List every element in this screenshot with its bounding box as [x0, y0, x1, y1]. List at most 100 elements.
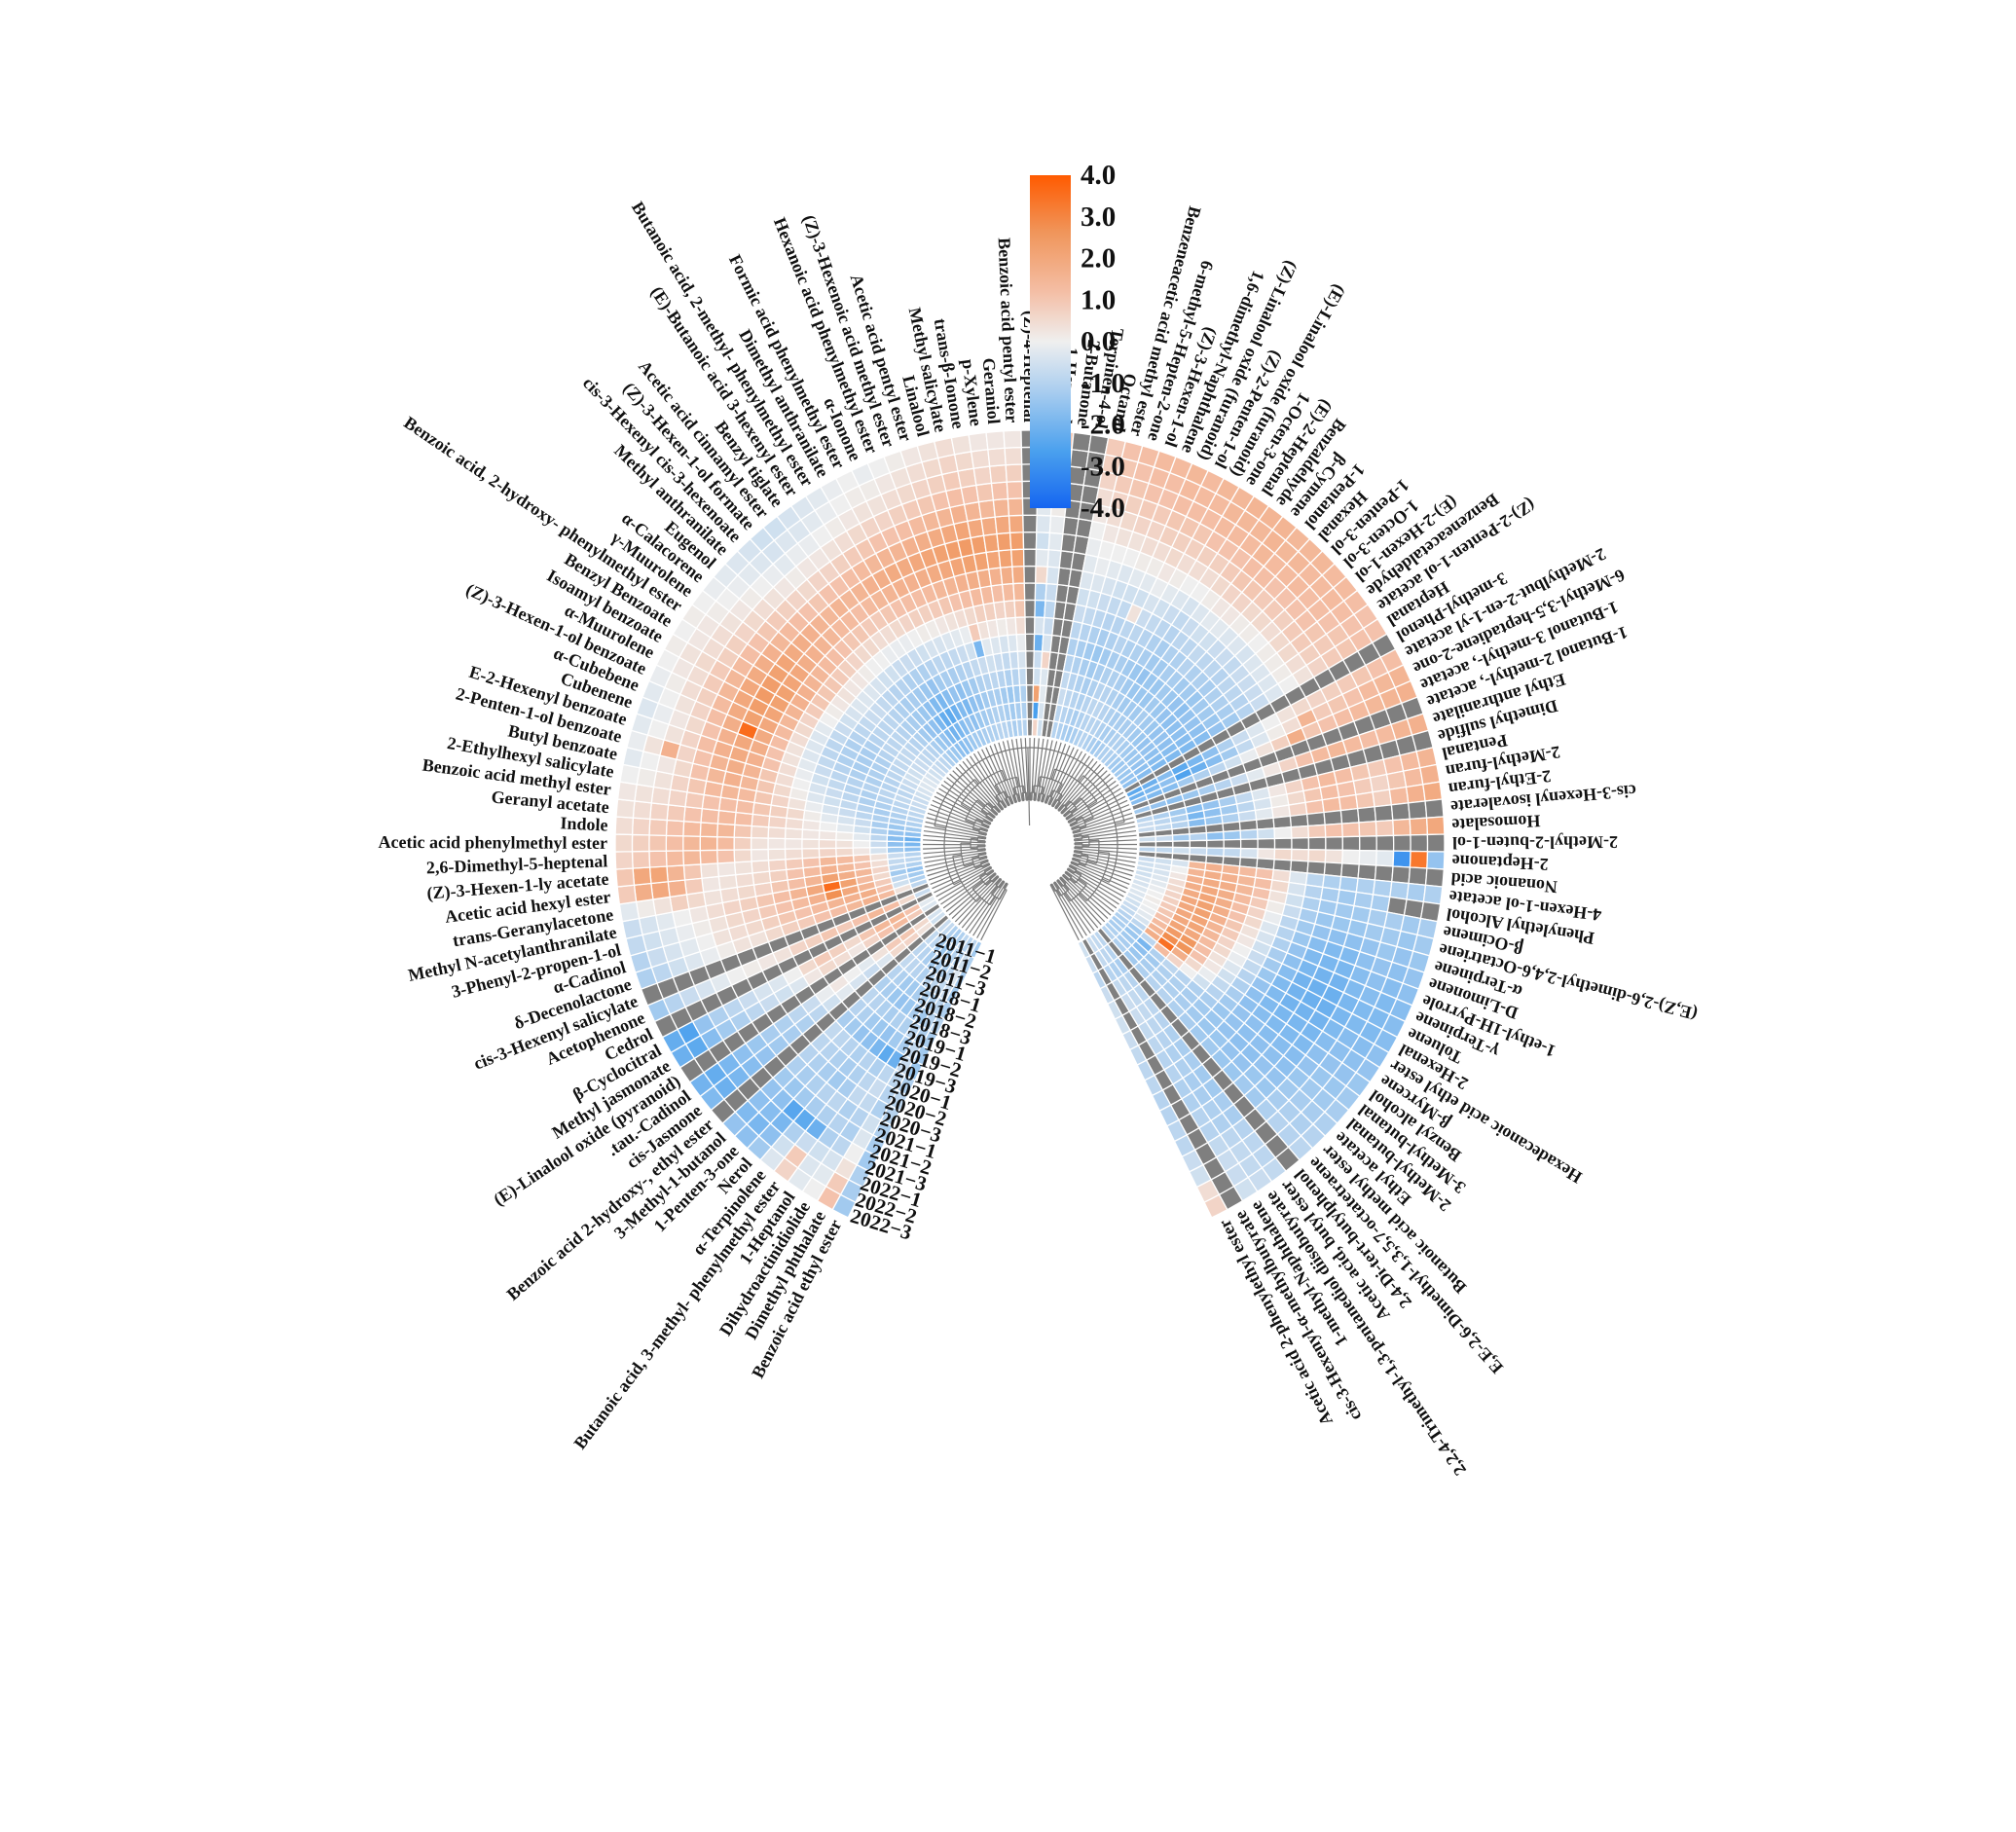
dendrogram-branch: [934, 824, 946, 829]
heatmap-cell: [1000, 566, 1014, 586]
dendrogram-branch: [1075, 870, 1082, 876]
heatmap-cell: [750, 824, 770, 839]
heatmap-cell: [1024, 633, 1036, 652]
dendrogram-branch: [937, 867, 992, 901]
heatmap-cell: [784, 837, 803, 850]
dendrogram-branch: [961, 879, 1003, 929]
heatmap-cell: [1012, 582, 1026, 602]
heatmap-cell: [1007, 497, 1024, 517]
dendrogram-branch: [989, 823, 992, 825]
heatmap-cell: [1189, 839, 1208, 849]
heatmap-cell: [1391, 865, 1411, 885]
dendrogram-branch: [924, 851, 986, 863]
heatmap-cell: [750, 848, 770, 862]
heatmap-cell: [1005, 463, 1023, 483]
heatmap-cell: [665, 834, 684, 852]
dendrogram-branch: [1059, 877, 1102, 926]
dendrogram-branch: [1101, 878, 1110, 883]
heatmap-cell: [733, 849, 752, 863]
dendrogram-branch: [1069, 824, 1072, 827]
dendrogram-branch: [935, 865, 991, 898]
heatmap-cell: [666, 804, 686, 823]
heatmap-cell: [1155, 840, 1174, 849]
heatmap-cell: [648, 834, 668, 853]
heatmap-cell: [1036, 514, 1052, 533]
heatmap-cell: [1323, 861, 1343, 878]
heatmap-cell: [990, 481, 1009, 501]
dendrogram-branch: [1010, 802, 1014, 805]
dendrogram-branch: [972, 827, 980, 831]
dendrogram-branch: [1064, 777, 1114, 818]
heatmap-cell: [666, 864, 686, 883]
heatmap-cell: [968, 431, 989, 453]
heatmap-cell: [767, 825, 787, 840]
dendrogram-branch: [1040, 741, 1058, 802]
heatmap-cell: [1392, 818, 1411, 837]
dendrogram-branch: [1060, 876, 1106, 923]
dendrogram-branch: [1050, 751, 1083, 807]
heatmap-cell: [1257, 848, 1276, 861]
heatmap-cell: [1341, 835, 1361, 852]
heatmap-cell: [1025, 684, 1035, 703]
dendrogram-branch: [949, 773, 997, 816]
dendrogram-branch: [1074, 839, 1137, 844]
heatmap-cell: [1035, 548, 1049, 568]
dendrogram-branch: [1049, 884, 1080, 941]
dendrogram-branch: [975, 897, 981, 902]
dendrogram-branch: [1071, 825, 1080, 830]
dendrogram-branch: [938, 788, 993, 823]
dendrogram-branch: [991, 819, 994, 823]
heatmap-cell: [1010, 548, 1025, 568]
dendrogram-branch: [927, 812, 988, 832]
dendrogram-branch: [1074, 850, 1082, 854]
dendrogram-branch: [1051, 883, 1083, 938]
heatmap-cell: [716, 861, 737, 878]
dendrogram-branch: [980, 860, 989, 864]
heatmap-cell: [1239, 838, 1259, 850]
dendrogram-branch: [995, 790, 1006, 797]
dendrogram-branch: [959, 763, 1002, 812]
dendrogram-branch: [1063, 773, 1111, 816]
dendrogram-branch: [1001, 800, 1007, 808]
dendrogram-branch: [1050, 768, 1056, 780]
dendrogram-branch: [965, 880, 1004, 932]
heatmap-cell: [992, 497, 1010, 518]
dendrogram-branch: [1045, 745, 1071, 804]
dendrogram-branch: [1041, 800, 1044, 803]
dendrogram-branch: [1060, 766, 1105, 814]
dendrogram-branch: [1068, 867, 1122, 901]
heatmap-cell: [988, 463, 1008, 485]
dendrogram-branch: [1055, 758, 1094, 810]
dendrogram-branch: [1016, 793, 1020, 802]
heatmap-cell: [701, 875, 721, 894]
dendrogram-branch: [971, 856, 979, 860]
dendrogram-branch: [1050, 884, 1056, 892]
dendrogram-branch: [1059, 876, 1062, 879]
heatmap-cell: [648, 818, 668, 837]
heatmap-cell: [1323, 809, 1343, 825]
dendrogram-branch: [952, 854, 962, 858]
heatmap-cell: [835, 839, 854, 849]
heatmap-cell: [1392, 850, 1411, 868]
dendrogram-branch: [1070, 822, 1078, 826]
dendrogram-branch: [942, 870, 995, 909]
dendrogram-branch: [964, 862, 974, 867]
dendrogram-branch: [1059, 877, 1067, 884]
heatmap-cell: [614, 816, 635, 836]
colorbar-tick-label: -3.0: [1081, 451, 1125, 482]
dendrogram-branch: [1056, 783, 1063, 793]
heatmap-cell: [1341, 849, 1361, 865]
heatmap-cell: [1424, 798, 1445, 819]
colorbar-tick-label: 4.0: [1081, 160, 1116, 191]
heatmap-cell: [1019, 701, 1028, 720]
dendrogram-branch: [989, 872, 997, 879]
dendrogram-branch: [1054, 881, 1091, 934]
dendrogram-branch: [1064, 893, 1071, 902]
dendrogram-branch: [992, 869, 995, 872]
dendrogram-branch: [929, 808, 988, 831]
heatmap-cell: [1014, 616, 1027, 636]
dendrogram-branch: [1074, 834, 1137, 842]
dendrogram-branch: [983, 870, 988, 876]
dendrogram: [922, 738, 1138, 941]
heatmap-cell: [615, 867, 636, 888]
